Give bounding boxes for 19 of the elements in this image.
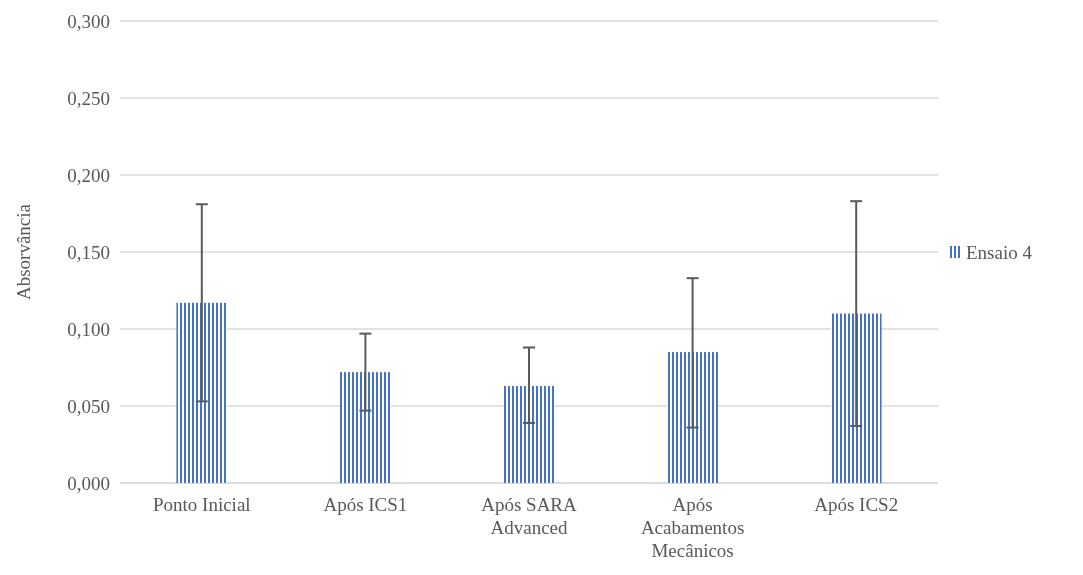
y-tick-label: 0,150 <box>67 241 110 263</box>
y-tick-label: 0,250 <box>67 87 110 109</box>
legend-label: Ensaio 4 <box>966 241 1033 263</box>
bar <box>503 385 555 483</box>
bar <box>176 302 228 483</box>
y-tick-label: 0,000 <box>67 472 110 494</box>
y-tick-label: 0,200 <box>67 164 110 186</box>
bar <box>830 313 882 483</box>
y-tick-label: 0,100 <box>67 318 110 340</box>
bar <box>667 352 718 483</box>
x-tick-label: Ponto Inicial <box>152 494 251 515</box>
x-tick-label: Após Acabamentos Mecânicos <box>640 494 745 561</box>
x-tick-label: Após ICS2 <box>814 494 899 515</box>
y-tick-label: 0,050 <box>67 395 110 417</box>
x-tick-label: Após SARA Advanced <box>481 494 578 538</box>
x-tick-label: Após ICS1 <box>323 494 408 515</box>
y-axis-title: Absorvância <box>13 203 34 301</box>
bar <box>340 372 391 483</box>
y-tick-label: 0,300 <box>67 10 110 32</box>
